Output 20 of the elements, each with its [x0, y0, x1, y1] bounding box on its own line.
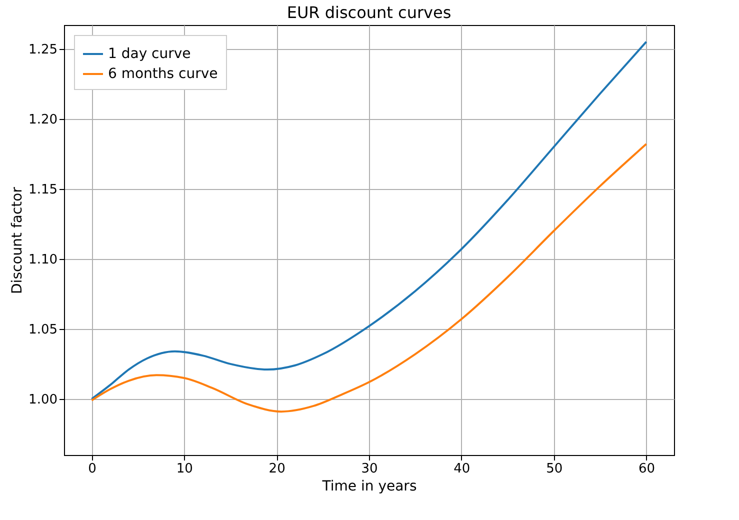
y-axis-title: Discount factor — [10, 186, 26, 294]
line-series — [90, 143, 648, 413]
legend-label: 6 months curve — [108, 66, 218, 82]
x-tick-label: 50 — [546, 462, 563, 476]
x-tick-label: 40 — [454, 462, 470, 476]
x-tick-label: 10 — [176, 462, 193, 476]
x-tick-label: 20 — [268, 462, 286, 476]
y-tick-label: 1.00 — [28, 392, 58, 408]
y-tick-label: 1.25 — [28, 42, 58, 58]
x-tick-label: 60 — [638, 462, 656, 476]
x-tick-label: 30 — [361, 462, 378, 476]
y-tick-label: 1.20 — [28, 112, 58, 128]
x-tick-label: 0 — [88, 462, 96, 476]
legend-label: 1 day curve — [108, 46, 191, 62]
y-tick-label: 1.05 — [28, 322, 58, 338]
x-axis-title: Time in years — [321, 478, 417, 494]
chart-title: EUR discount curves — [286, 3, 452, 22]
line-series — [90, 40, 648, 400]
y-tick-label: 1.15 — [28, 182, 58, 198]
y-tick-label: 1.10 — [28, 252, 58, 268]
